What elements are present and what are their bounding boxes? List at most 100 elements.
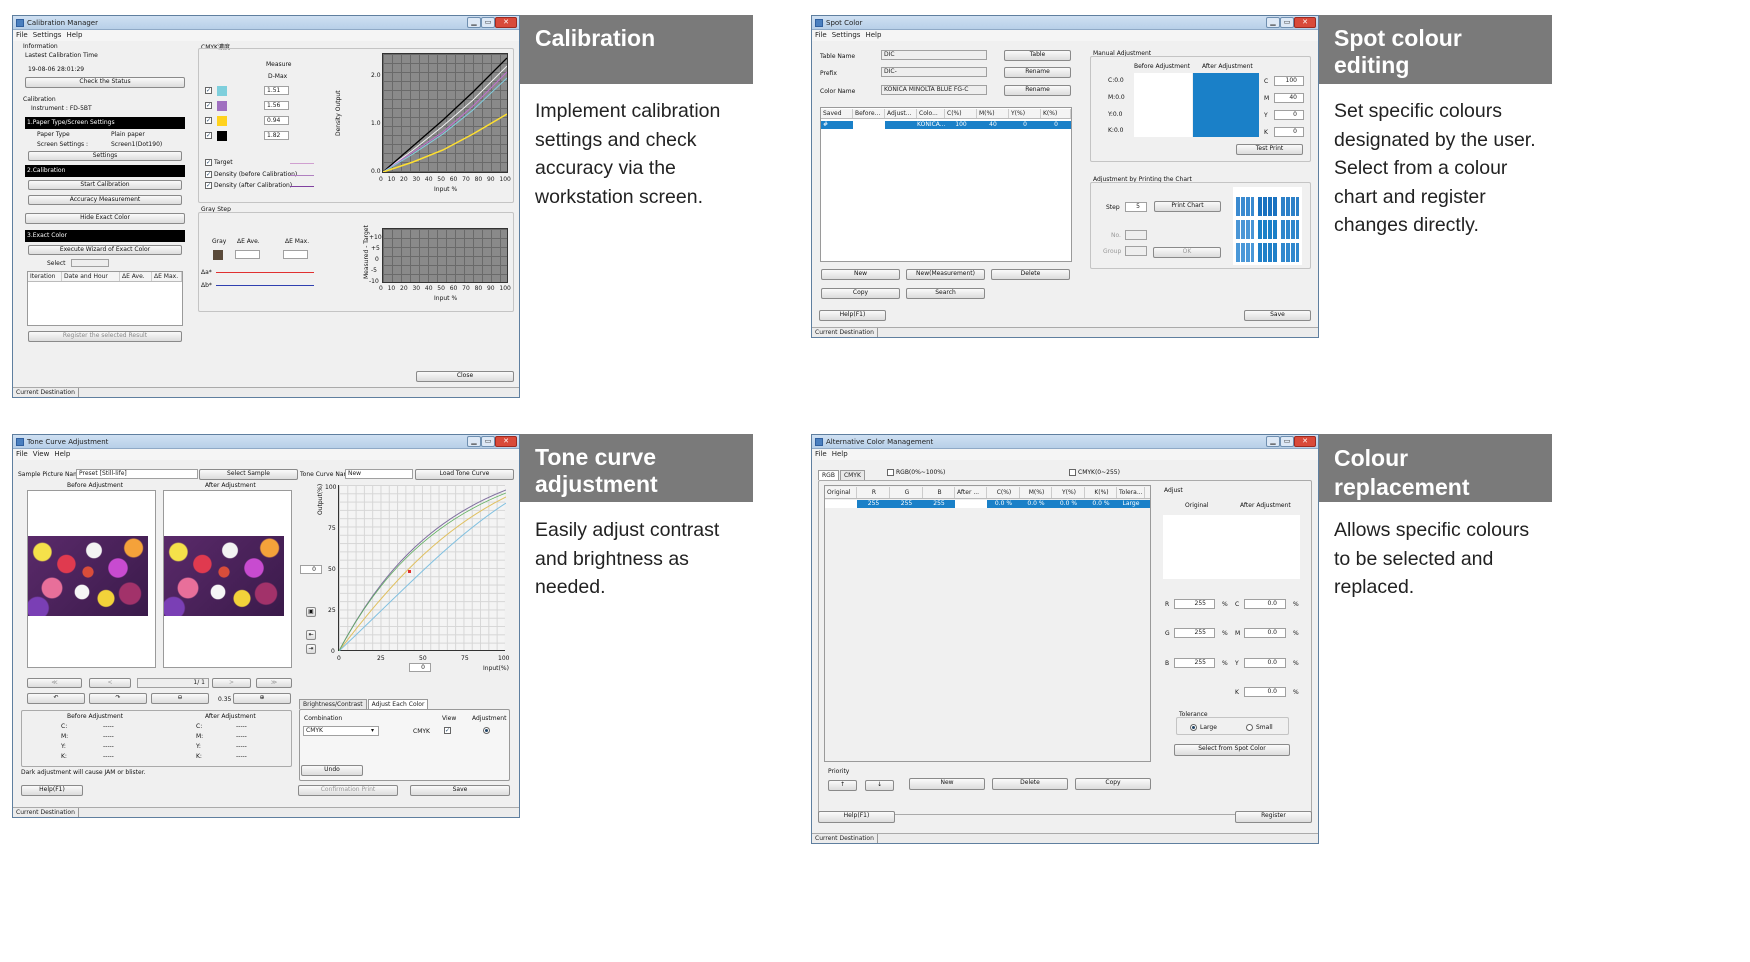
rgb-percent-checkbox[interactable] [887,469,894,476]
menu-settings[interactable]: Settings [32,31,62,39]
confirmation-print-button[interactable]: Confirmation Print [298,785,398,796]
combination-dropdown[interactable]: CMYK [303,726,379,736]
chart-block[interactable] [1236,197,1255,216]
maximize-button[interactable]: ▭ [481,436,495,447]
register-button[interactable]: Register [1235,811,1312,823]
magenta-checkbox[interactable]: ✓ [205,102,212,109]
new-button[interactable]: New [909,778,985,790]
zoom-out-icon[interactable]: ⊖ [151,693,209,704]
group-dropdown[interactable] [1125,246,1147,256]
table-button[interactable]: Table [1004,50,1071,61]
wizard-exact-color-button[interactable]: Execute Wizard of Exact Color [28,245,182,255]
help-button[interactable]: Help(F1) [21,785,83,796]
menu-help[interactable]: Help [54,450,71,458]
chart-block[interactable] [1236,220,1255,239]
small-radio[interactable] [1246,724,1253,731]
menu-file[interactable]: File [16,450,28,458]
tab-adjust-each-color[interactable]: Adjust Each Color [367,699,429,709]
accuracy-measurement-button[interactable]: Accuracy Measurement [28,195,182,205]
close-window-button[interactable]: ✕ [495,17,517,28]
r-stepper[interactable]: 255 [1174,599,1215,609]
rename-prefix-button[interactable]: Rename [1004,67,1071,78]
last-page-button[interactable]: ≫ [256,678,292,688]
hide-exact-color-button[interactable]: Hide Exact Color [25,213,185,224]
delete-button[interactable]: Delete [991,269,1070,280]
copy-button[interactable]: Copy [1075,778,1151,790]
menu-file[interactable]: File [815,31,827,39]
export-icon[interactable]: ⇥ [306,644,316,654]
table-row[interactable]: # KONICA... 100 40 0 0 [821,121,1071,129]
view-checkbox[interactable]: ✓ [444,727,451,734]
menu-help[interactable]: Help [66,31,83,39]
output-stepper[interactable]: 0 [300,565,322,574]
c-stepper[interactable]: 0.0 [1244,599,1286,609]
prefix-field[interactable]: DIC- [881,67,987,77]
table-name-field[interactable]: DIC [881,50,987,60]
first-page-button[interactable]: ≪ [27,678,82,688]
chart-block[interactable] [1280,197,1299,216]
load-tone-curve-button[interactable]: Load Tone Curve [415,469,514,480]
import-icon[interactable]: ⇤ [306,630,316,640]
settings-button[interactable]: Settings [28,151,182,161]
step-stepper[interactable]: 5 [1125,202,1147,212]
y-stepper[interactable]: 0 [1274,110,1304,120]
maximize-button[interactable]: ▭ [1280,17,1294,28]
minimize-button[interactable]: ▁ [467,17,481,28]
menu-view[interactable]: View [32,450,50,458]
target-checkbox[interactable]: ✓ [205,159,212,166]
chart-block[interactable] [1280,243,1299,262]
cmyk-255-checkbox[interactable] [1069,469,1076,476]
maximize-button[interactable]: ▭ [1280,436,1294,447]
register-result-button[interactable]: Register the selected Result [28,331,182,342]
tab-brightness-contrast[interactable]: Brightness/Contrast [299,699,367,709]
zoom-in-icon[interactable]: ⊕ [233,693,291,704]
chart-block[interactable] [1258,197,1277,216]
tone-curve-chart[interactable] [338,485,506,651]
select-sample-button[interactable]: Select Sample [199,469,298,480]
chart-block[interactable] [1280,220,1299,239]
trash-icon[interactable]: ▣ [306,607,316,617]
new-measurement-button[interactable]: New(Measurement) [906,269,985,280]
b-stepper[interactable]: 255 [1174,658,1215,668]
rename-color-button[interactable]: Rename [1004,85,1071,96]
minimize-button[interactable]: ▁ [1266,17,1280,28]
input-stepper[interactable]: 0 [409,663,431,672]
ok-button[interactable]: OK [1153,247,1221,258]
help-button[interactable]: Help(F1) [818,811,895,823]
priority-down-button[interactable]: ↓ [865,780,894,791]
copy-button[interactable]: Copy [821,288,900,299]
yellow-checkbox[interactable]: ✓ [205,117,212,124]
close-button[interactable]: Close [416,371,514,382]
delete-button[interactable]: Delete [992,778,1068,790]
g-stepper[interactable]: 255 [1174,628,1215,638]
minimize-button[interactable]: ▁ [467,436,481,447]
rotate-left-icon[interactable]: ↶ [27,693,85,704]
tab-cmyk[interactable]: CMYK [839,470,865,480]
after-checkbox[interactable]: ✓ [205,182,212,189]
cyan-checkbox[interactable]: ✓ [205,87,212,94]
next-page-button[interactable]: > [212,678,251,688]
maximize-button[interactable]: ▭ [481,17,495,28]
menu-help[interactable]: Help [865,31,882,39]
close-window-button[interactable]: ✕ [495,436,517,447]
large-radio[interactable] [1190,724,1197,731]
m-stepper[interactable]: 40 [1274,93,1304,103]
select-dropdown[interactable] [71,259,109,267]
k-stepper[interactable]: 0.0 [1244,687,1286,697]
print-chart-button[interactable]: Print Chart [1154,201,1221,212]
menu-file[interactable]: File [16,31,28,39]
chart-block[interactable] [1258,243,1277,262]
menu-file[interactable]: File [815,450,827,458]
tone-curve-name-field[interactable]: New [345,469,413,479]
rotate-right-icon[interactable]: ↷ [89,693,147,704]
y-stepper[interactable]: 0.0 [1244,658,1286,668]
table-row[interactable]: 255 255 255 0.0 % 0.0 % 0.0 % 0.0 % Large [825,500,1150,508]
save-button[interactable]: Save [410,785,510,796]
control-point[interactable] [408,570,411,573]
close-window-button[interactable]: ✕ [1294,436,1316,447]
before-checkbox[interactable]: ✓ [205,171,212,178]
tab-rgb[interactable]: RGB [818,470,839,480]
color-name-field[interactable]: KONICA MINOLTA BLUE FG-C [881,85,987,95]
close-window-button[interactable]: ✕ [1294,17,1316,28]
undo-button[interactable]: Undo [301,765,363,776]
